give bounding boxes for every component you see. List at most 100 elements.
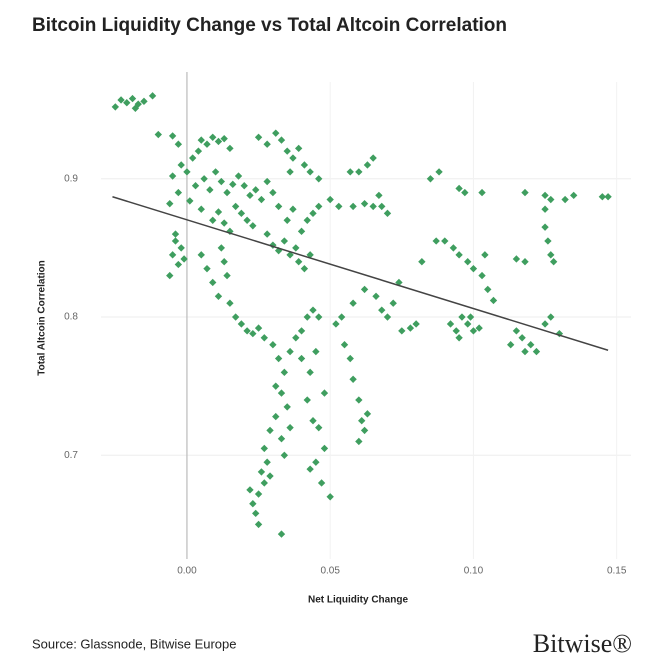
scatter-point: [518, 334, 526, 342]
scatter-point: [206, 186, 214, 194]
y-axis-label: Total Altcoin Correlation: [37, 260, 48, 376]
scatter-point: [186, 197, 194, 205]
scatter-point: [475, 324, 483, 332]
scatter-point: [349, 202, 357, 211]
scatter-point: [300, 264, 309, 273]
scatter-point: [177, 161, 185, 169]
scatter-point: [346, 168, 354, 176]
scatter-point: [174, 188, 183, 197]
scatter-point: [249, 500, 257, 508]
scatter-point: [234, 172, 243, 180]
scatter-point: [541, 320, 549, 328]
scatter-point: [111, 103, 120, 111]
scatter-point: [283, 216, 291, 224]
scatter-point: [355, 396, 363, 404]
scatter-point: [154, 130, 162, 139]
scatter-point: [214, 208, 223, 216]
scatter-point: [166, 199, 174, 208]
scatter-point: [283, 403, 291, 411]
scatter-point: [363, 410, 372, 418]
scatter-point: [260, 479, 268, 487]
scatter-point: [455, 184, 463, 193]
scatter-point: [355, 437, 363, 446]
scatter-point: [455, 334, 463, 342]
scatter-point: [478, 188, 486, 197]
scatter-point: [274, 202, 283, 211]
scatter-point: [332, 320, 340, 328]
scatter-point: [272, 129, 280, 137]
scatter-point: [358, 417, 366, 425]
scatter-point: [272, 382, 280, 390]
scatter-point: [257, 195, 266, 204]
scatter-point: [292, 334, 300, 342]
scatter-point: [303, 216, 311, 224]
scatter-point: [203, 264, 211, 273]
scatter-point: [254, 324, 263, 332]
scatter-point: [174, 140, 183, 148]
scatter-point: [277, 389, 286, 397]
scatter-point: [168, 172, 177, 180]
scatter-point: [521, 258, 529, 266]
scatter-point: [266, 472, 274, 480]
scatter-point: [231, 313, 240, 321]
scatter-point: [269, 341, 277, 349]
scatter-point: [252, 186, 260, 194]
scatter-point: [406, 324, 415, 332]
scatter-point: [320, 389, 329, 397]
scatter-point: [294, 258, 303, 266]
scatter-point: [260, 334, 268, 342]
scatter-point: [435, 168, 443, 176]
scatter-point: [469, 264, 478, 273]
scatter-point: [398, 327, 406, 335]
scatter-point: [217, 244, 226, 252]
scatter-point: [512, 255, 521, 263]
scatter-point: [131, 104, 140, 112]
scatter-point: [340, 341, 349, 349]
scatter-point: [140, 97, 148, 106]
scatter-point: [197, 205, 205, 213]
scatter-point: [326, 493, 334, 501]
scatter-point: [312, 347, 320, 356]
scatter-point: [375, 191, 383, 200]
scatter-point: [229, 180, 237, 188]
scatter-point: [309, 417, 317, 425]
scatter-point: [469, 327, 478, 335]
scatter-point: [547, 195, 555, 204]
y-tick-label: 0.8: [64, 312, 78, 323]
x-axis-label: Net Liquidity Change: [308, 595, 408, 606]
scatter-point: [521, 347, 529, 356]
scatter-point: [211, 168, 220, 176]
scatter-point: [174, 260, 183, 269]
y-tick-label: 0.7: [64, 450, 78, 461]
scatter-point: [455, 251, 463, 259]
scatter-point: [123, 99, 131, 107]
scatter-point: [604, 193, 612, 201]
scatter-point: [272, 412, 280, 421]
scatter-point: [312, 458, 320, 466]
scatter-point: [280, 451, 289, 459]
scatter-point: [240, 182, 248, 190]
scatter-point: [484, 285, 492, 294]
scatter-point: [541, 223, 549, 231]
y-tick-label: 0.9: [64, 173, 78, 184]
scatter-point: [372, 292, 380, 300]
scatter-point: [446, 320, 455, 328]
scatter-point: [598, 193, 607, 201]
x-tick-label: 0.15: [607, 566, 627, 577]
scatter-point: [168, 132, 177, 140]
x-tick-label: 0.00: [177, 566, 197, 577]
scatter-point: [231, 202, 240, 211]
scatter-point: [249, 329, 257, 338]
scatter-point: [360, 426, 369, 435]
scatter-point: [481, 251, 489, 259]
scatter-point: [294, 144, 303, 153]
scatter-point: [166, 271, 174, 280]
scatter-point: [226, 299, 234, 307]
scatter-point: [168, 251, 177, 259]
scatter-point: [303, 313, 311, 321]
scatter-point: [243, 216, 251, 224]
scatter-point: [335, 202, 343, 211]
scatter-point: [277, 136, 286, 144]
scatter-point: [369, 202, 377, 211]
chart-title: Bitcoin Liquidity Change vs Total Altcoi…: [32, 15, 507, 36]
